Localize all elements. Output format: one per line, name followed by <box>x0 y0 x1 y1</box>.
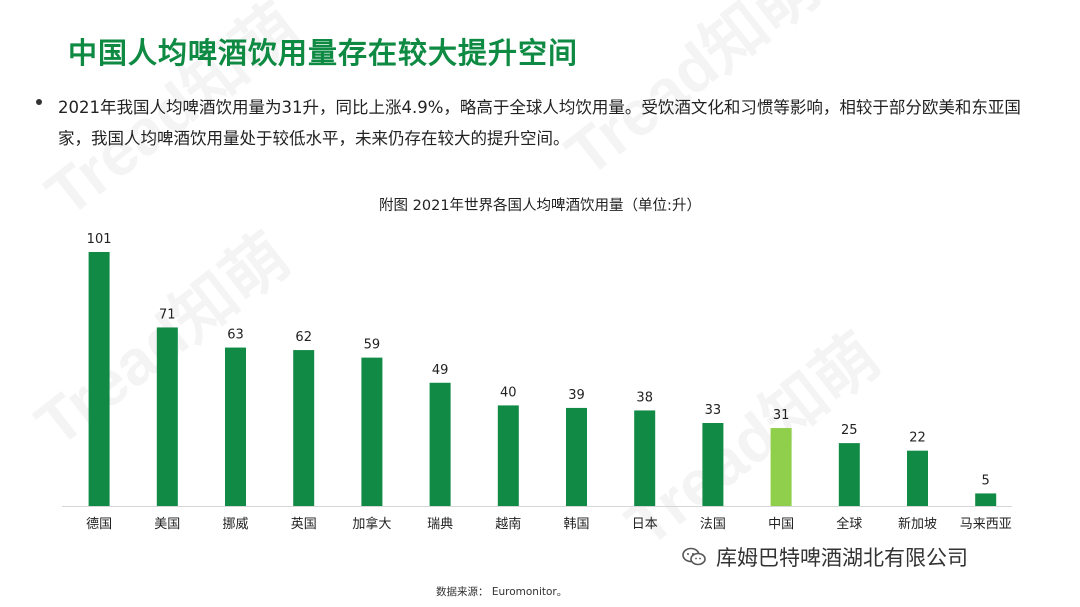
data-label: 62 <box>295 330 312 345</box>
bar <box>497 405 519 506</box>
data-label: 71 <box>159 307 176 322</box>
category-label: 新加坡 <box>898 516 937 532</box>
bar <box>156 327 178 506</box>
bar <box>566 407 587 506</box>
bar <box>88 252 110 506</box>
data-label: 31 <box>773 408 790 423</box>
category-label: 德国 <box>86 517 112 532</box>
data-label: 39 <box>568 388 585 403</box>
category-label: 挪威 <box>222 517 248 532</box>
category-label: 中国 <box>768 517 794 532</box>
data-label: 59 <box>364 338 381 353</box>
bar <box>838 443 860 506</box>
bar <box>907 450 928 506</box>
bullet-dot <box>36 99 42 105</box>
data-label: 5 <box>982 473 990 488</box>
category-label: 英国 <box>291 517 317 532</box>
category-label: 全球 <box>836 516 862 532</box>
bar <box>634 410 656 506</box>
bar <box>293 350 315 506</box>
account-label: 库姆巴特啤酒湖北有限公司 <box>682 542 968 572</box>
page-title: 中国人均啤酒饮用量存在较大提升空间 <box>68 36 579 70</box>
data-label: 40 <box>500 385 517 400</box>
data-label: 49 <box>432 363 449 378</box>
category-label: 韩国 <box>563 517 589 532</box>
category-label: 法国 <box>700 517 726 532</box>
data-label: 25 <box>841 423 858 438</box>
wechat-icon <box>682 547 706 567</box>
category-label: 越南 <box>495 516 521 532</box>
bar <box>975 493 997 506</box>
chart-title: 附图 2021年世界各国人均啤酒饮用量（单位:升） <box>379 198 701 214</box>
bar <box>361 357 383 506</box>
source-note: 数据来源： Euromonitor。 <box>436 586 568 598</box>
bullet-text: 2021年我国人均啤酒饮用量为31升，同比上涨4.9%，略高于全球人均饮用量。受… <box>58 98 1021 148</box>
data-label: 63 <box>227 328 244 343</box>
data-label: 38 <box>636 390 653 405</box>
data-label: 101 <box>87 232 112 247</box>
category-label: 日本 <box>632 517 658 532</box>
data-label: 33 <box>705 403 722 418</box>
category-label: 美国 <box>154 517 180 532</box>
account-name: 库姆巴特啤酒湖北有限公司 <box>716 546 968 570</box>
data-label: 22 <box>909 431 926 446</box>
bar <box>225 347 246 506</box>
bar <box>702 423 724 506</box>
category-label: 瑞典 <box>427 517 453 532</box>
bar <box>429 382 451 506</box>
category-label: 加拿大 <box>352 516 391 532</box>
bar <box>770 428 792 506</box>
category-label: 马来西亚 <box>960 517 1012 532</box>
